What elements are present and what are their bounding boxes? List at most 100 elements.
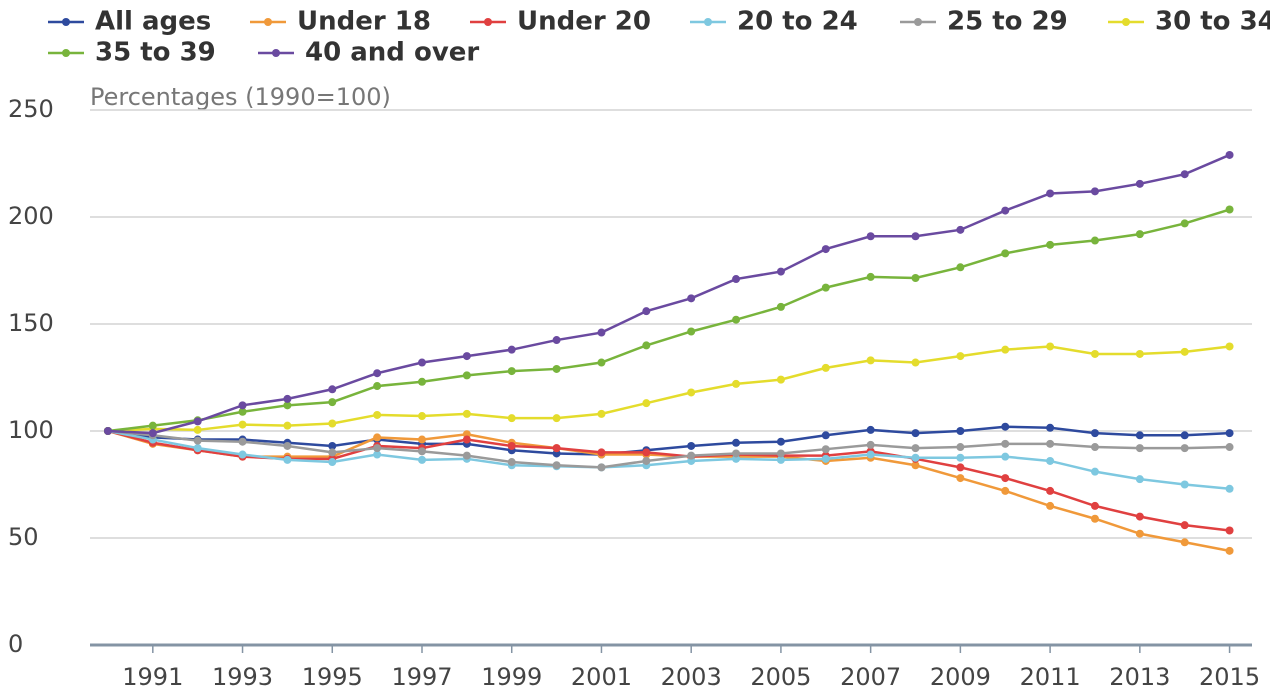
data-point xyxy=(238,420,247,429)
x-tick-label: 2007 xyxy=(840,663,901,690)
data-point xyxy=(1090,514,1099,523)
data-point xyxy=(1180,538,1189,547)
data-point xyxy=(1001,249,1010,258)
data-point xyxy=(1225,429,1234,438)
data-point xyxy=(732,315,741,324)
data-point xyxy=(1001,206,1010,215)
data-point xyxy=(687,294,696,303)
data-point xyxy=(1046,439,1055,448)
data-point xyxy=(1046,240,1055,249)
series-line xyxy=(107,429,1230,532)
data-point xyxy=(552,336,561,345)
data-point xyxy=(956,474,965,483)
data-point xyxy=(507,414,516,423)
x-tick-label: 1991 xyxy=(122,663,183,690)
data-point xyxy=(642,399,651,408)
data-point xyxy=(373,433,382,442)
legend-dot xyxy=(62,49,70,57)
data-point xyxy=(1090,467,1099,476)
y-axis-label: Percentages (1990=100) xyxy=(90,83,391,111)
y-tick-label: 50 xyxy=(8,523,39,551)
data-point xyxy=(328,448,337,457)
data-point xyxy=(1225,526,1234,535)
data-point xyxy=(1001,439,1010,448)
x-tick-label: 1993 xyxy=(212,663,273,690)
data-point xyxy=(597,358,606,367)
data-point xyxy=(956,443,965,452)
data-point xyxy=(597,448,606,457)
data-point xyxy=(1180,170,1189,179)
legend-label: 35 to 39 xyxy=(95,38,216,68)
data-point xyxy=(462,371,471,380)
data-point xyxy=(328,398,337,407)
series-line xyxy=(107,425,1230,456)
series-line xyxy=(107,345,1230,433)
data-point xyxy=(911,453,920,462)
data-point xyxy=(418,447,426,456)
y-tick-label: 200 xyxy=(8,202,54,230)
data-point xyxy=(956,225,965,234)
data-point xyxy=(328,458,337,467)
data-point xyxy=(1001,345,1010,354)
data-point xyxy=(552,364,561,373)
data-point xyxy=(1180,480,1189,489)
data-point xyxy=(866,272,875,281)
data-point xyxy=(1046,423,1055,432)
data-point xyxy=(1180,431,1189,440)
data-point xyxy=(373,369,382,378)
data-point xyxy=(821,283,830,292)
data-point xyxy=(866,356,875,365)
data-point xyxy=(193,425,202,434)
data-point xyxy=(1225,443,1234,452)
data-point xyxy=(1225,205,1234,214)
data-point xyxy=(373,444,382,453)
data-point xyxy=(283,421,292,430)
data-point xyxy=(642,341,651,350)
legend-label: 30 to 34 xyxy=(1155,7,1270,37)
data-point xyxy=(956,463,965,472)
data-point xyxy=(418,455,426,464)
data-point xyxy=(911,444,920,453)
x-tick-label: 2013 xyxy=(1109,663,1170,690)
data-point xyxy=(597,328,606,337)
data-point xyxy=(776,455,785,464)
x-tick-label: 2001 xyxy=(571,663,632,690)
data-point xyxy=(1225,546,1234,555)
data-point xyxy=(238,450,247,459)
data-point xyxy=(687,451,696,460)
data-point xyxy=(642,456,651,465)
data-point xyxy=(552,444,561,453)
data-point xyxy=(1090,443,1099,452)
x-tick-label: 2011 xyxy=(1020,663,1081,690)
data-point xyxy=(866,440,875,449)
data-point xyxy=(1090,187,1099,196)
legend-dot xyxy=(914,18,922,26)
data-point xyxy=(1046,486,1055,495)
legend-dot xyxy=(704,18,712,26)
data-point xyxy=(911,358,920,367)
legend-dot xyxy=(484,18,492,26)
data-point xyxy=(732,438,741,447)
data-point xyxy=(552,461,561,470)
data-point xyxy=(732,449,741,458)
x-tick-label: 1997 xyxy=(391,663,452,690)
data-point xyxy=(418,358,426,367)
data-point xyxy=(642,307,651,316)
data-point xyxy=(418,412,426,421)
data-point xyxy=(776,267,785,276)
series-line xyxy=(107,208,1230,433)
y-tick-label: 100 xyxy=(8,416,54,444)
data-point xyxy=(283,394,292,403)
data-point xyxy=(687,327,696,336)
data-point xyxy=(1135,529,1144,538)
data-point xyxy=(776,375,785,384)
data-point xyxy=(238,407,247,416)
data-point xyxy=(462,451,471,460)
data-point xyxy=(911,232,920,241)
data-point xyxy=(328,441,337,450)
data-point xyxy=(1135,512,1144,521)
data-point xyxy=(1180,347,1189,356)
data-point xyxy=(911,273,920,282)
data-point xyxy=(1180,219,1189,228)
